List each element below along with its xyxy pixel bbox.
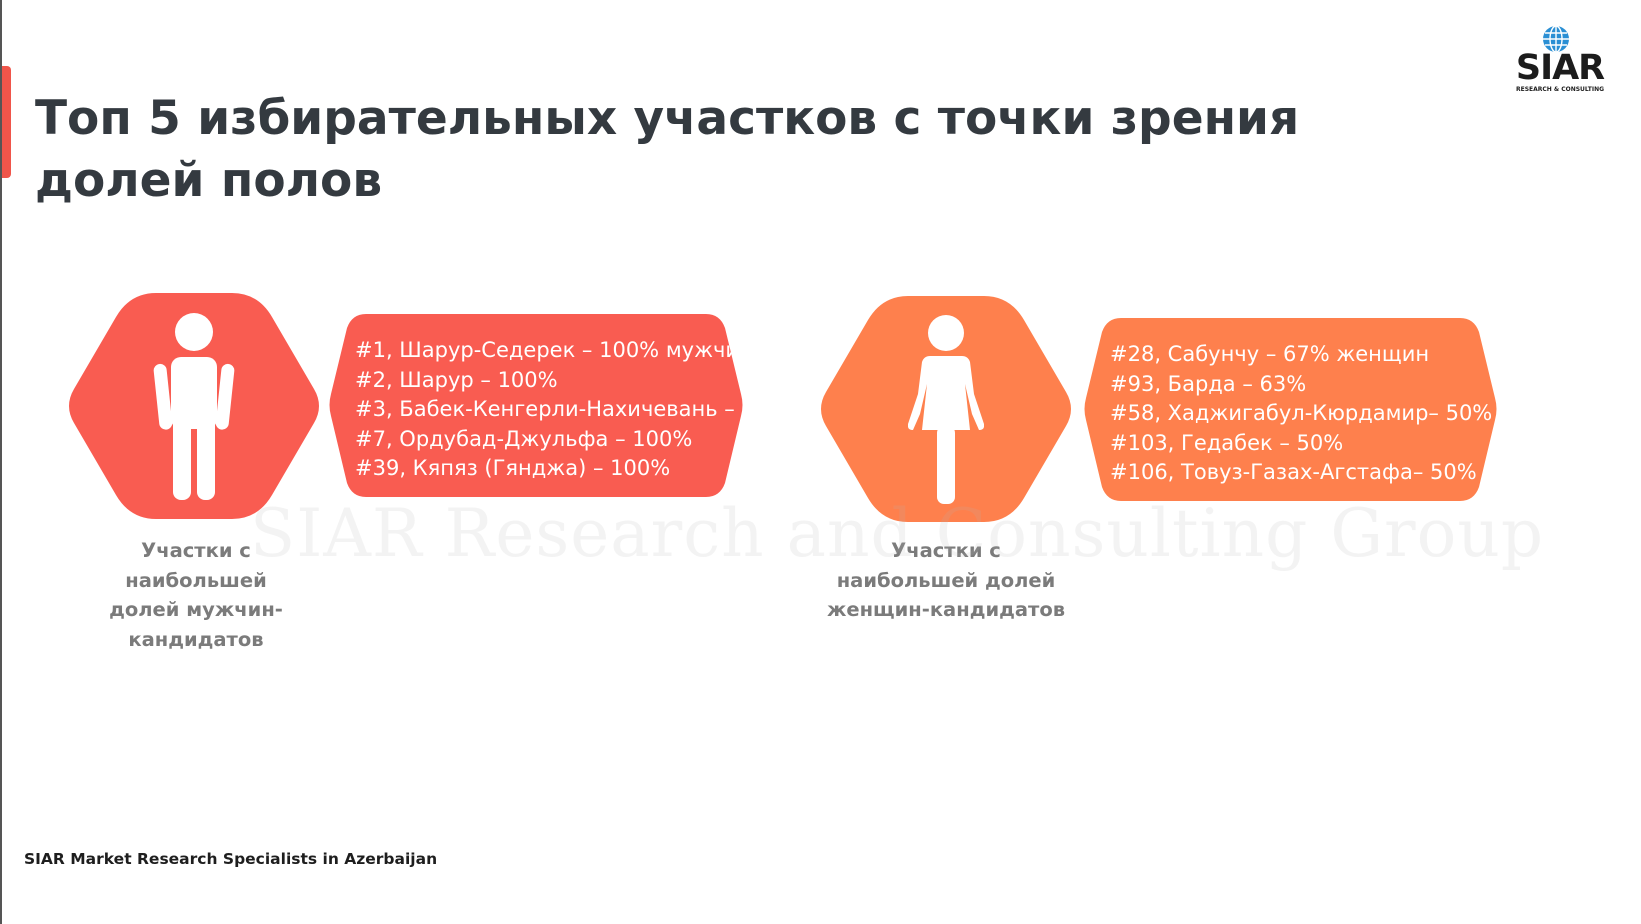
male-precinct-item: #39, Кяпяз (Гянджа) – 100% [355,456,671,480]
male-caption-line: долей мужчин- [109,598,283,621]
male-caption-line: кандидатов [128,627,264,651]
male-precinct-item: #3, Бабек-Кенгерли-Нахичевань – 100 [355,397,745,421]
male-precincts-box: #1, Шарур-Седерек – 100% мужчин #2, Шару… [328,314,745,497]
male-caption: Участки с наибольшей долей мужчин- канди… [96,536,296,654]
female-precinct-item: #28, Сабунчу – 67% женщин [1110,342,1430,366]
female-caption-line: Участки с [891,539,1001,562]
female-precinct-item: #93, Барда – 63% [1110,371,1307,396]
female-precinct-item: #103, Гедабек – 50% [1110,430,1344,455]
female-person-icon [908,315,984,504]
globe-icon [1543,25,1569,53]
female-precinct-item: #58, Хаджигабул-Кюрдамир– 50% [1110,401,1493,425]
logo-subtext: RESEARCH & CONSULTING [1515,86,1605,93]
male-person-icon [153,313,235,500]
female-caption-line: наибольшей долей [836,568,1056,592]
male-caption-line: наибольшей [125,568,267,592]
title-accent-bar [2,66,11,178]
female-caption: Участки с наибольшей долей женщин-кандид… [826,536,1066,625]
male-precinct-item: #7, Ордубад-Джульфа – 100% [355,426,693,451]
female-precincts-box: #28, Сабунчу – 67% женщин #93, Барда – 6… [1083,318,1498,501]
siar-logo: SIAR RESEARCH & CONSULTING [1505,24,1615,96]
left-border-line [0,0,2,924]
male-caption-line: Участки с [141,539,251,562]
female-precinct-item: #106, Товуз-Газах-Агстафа– 50% [1110,460,1477,484]
watermark: SIAR Research and Consulting Group [250,495,1545,572]
page-title: Топ 5 избирательных участков с точки зре… [35,91,1300,208]
male-precinct-item: #1, Шарур-Седерек – 100% мужчин [355,338,745,362]
footer-text: SIAR Market Research Specialists in Azer… [24,850,438,868]
male-precinct-item: #2, Шарур – 100% [355,367,558,392]
logo-wordmark: SIAR [1515,48,1605,88]
female-caption-line: женщин-кандидатов [826,598,1066,621]
